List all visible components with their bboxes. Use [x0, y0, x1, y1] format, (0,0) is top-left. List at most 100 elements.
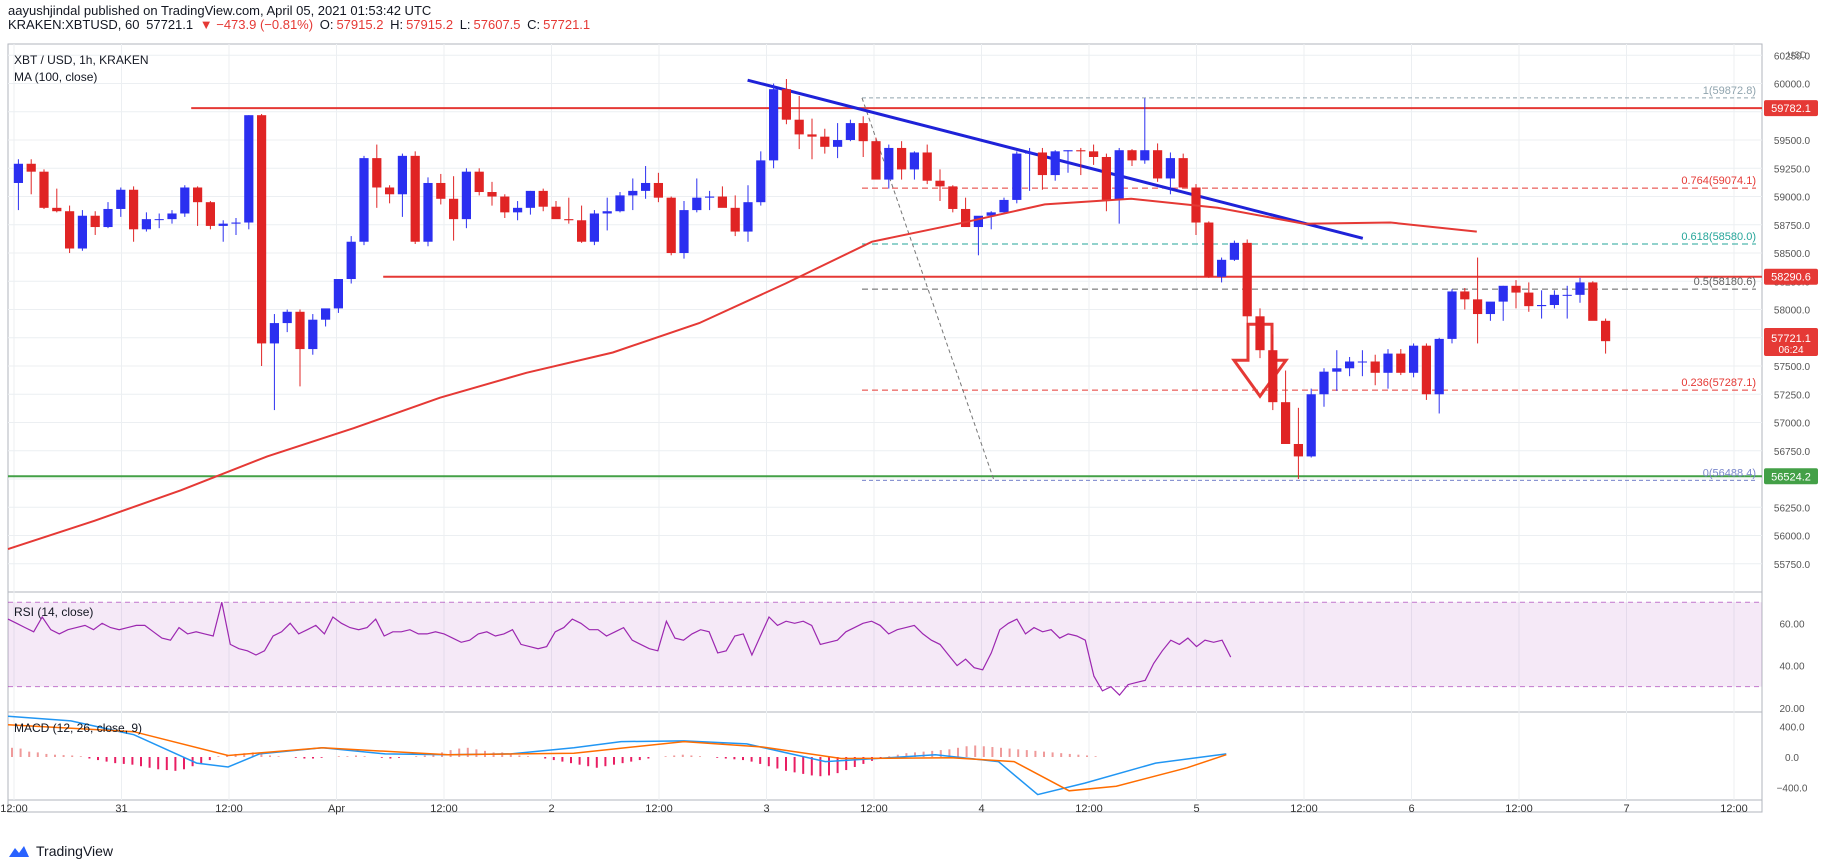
candle[interactable] — [641, 166, 651, 199]
candle[interactable] — [897, 141, 907, 180]
candle[interactable] — [1178, 153, 1188, 188]
candle[interactable] — [1025, 147, 1035, 191]
candle[interactable] — [961, 197, 971, 228]
candle[interactable] — [769, 83, 779, 169]
rsi-line[interactable] — [7, 602, 1232, 696]
candle[interactable] — [1012, 151, 1022, 204]
candle[interactable] — [1306, 388, 1316, 458]
candle[interactable] — [141, 212, 151, 232]
candle[interactable] — [333, 279, 343, 313]
author-name[interactable]: aayushjindal — [8, 3, 81, 18]
candle[interactable] — [321, 308, 331, 327]
candle[interactable] — [244, 115, 254, 230]
candle[interactable] — [1473, 257, 1483, 344]
candle[interactable] — [1383, 349, 1393, 389]
candle[interactable] — [999, 197, 1009, 213]
candle[interactable] — [436, 173, 446, 205]
candle[interactable] — [794, 95, 804, 150]
candle[interactable] — [628, 178, 638, 211]
signal-line[interactable] — [7, 724, 1227, 792]
candle[interactable] — [871, 137, 881, 180]
candle[interactable] — [807, 118, 817, 160]
candle[interactable] — [167, 210, 177, 224]
candle[interactable] — [1063, 150, 1073, 173]
candle[interactable] — [1229, 240, 1239, 261]
candle[interactable] — [730, 195, 740, 237]
candle[interactable] — [1268, 334, 1278, 411]
candle[interactable] — [858, 116, 868, 157]
candle[interactable] — [1101, 153, 1111, 212]
candle[interactable] — [1345, 356, 1355, 377]
candle[interactable] — [487, 181, 497, 206]
candle[interactable] — [461, 168, 471, 229]
ma100-line[interactable] — [7, 197, 1477, 551]
candle[interactable] — [666, 196, 676, 256]
candle[interactable] — [973, 215, 983, 256]
candle[interactable] — [90, 211, 100, 235]
candle[interactable] — [986, 211, 996, 230]
chart-canvas[interactable]: 55750.056000.056250.056500.056750.057000… — [0, 0, 1828, 840]
candle[interactable] — [1460, 288, 1470, 310]
candle[interactable] — [1434, 337, 1444, 414]
candle[interactable] — [180, 185, 190, 217]
candle[interactable] — [1293, 407, 1303, 480]
candle[interactable] — [1191, 184, 1201, 235]
candle[interactable] — [26, 159, 36, 195]
candle[interactable] — [679, 201, 689, 259]
candle[interactable] — [1204, 221, 1214, 278]
candle[interactable] — [1217, 257, 1227, 283]
candle[interactable] — [1511, 280, 1521, 309]
candle[interactable] — [385, 185, 395, 204]
candle[interactable] — [1165, 152, 1175, 195]
candle[interactable] — [1050, 150, 1060, 181]
candle[interactable] — [1114, 147, 1124, 224]
candle[interactable] — [257, 114, 267, 367]
candle[interactable] — [551, 201, 561, 220]
candle[interactable] — [397, 153, 407, 217]
candle[interactable] — [948, 185, 958, 213]
candle[interactable] — [1319, 368, 1329, 407]
candle[interactable] — [282, 309, 292, 333]
candle[interactable] — [525, 190, 535, 215]
candle[interactable] — [781, 79, 791, 125]
candle[interactable] — [205, 201, 215, 230]
candle[interactable] — [1037, 147, 1047, 190]
candle[interactable] — [564, 197, 574, 224]
candle[interactable] — [372, 144, 382, 208]
candle[interactable] — [1562, 285, 1572, 319]
candle[interactable] — [308, 314, 318, 355]
candle[interactable] — [1498, 285, 1508, 321]
candle[interactable] — [13, 159, 23, 211]
candle[interactable] — [1537, 290, 1547, 319]
candle[interactable] — [449, 176, 459, 241]
candle[interactable] — [1153, 143, 1163, 182]
candle[interactable] — [65, 205, 75, 254]
candle[interactable] — [410, 151, 420, 244]
candle[interactable] — [692, 178, 702, 213]
candle[interactable] — [193, 186, 203, 226]
candle[interactable] — [1396, 349, 1406, 376]
candle[interactable] — [1332, 350, 1342, 391]
candle[interactable] — [705, 190, 715, 211]
candle[interactable] — [909, 151, 919, 180]
candle[interactable] — [756, 151, 766, 206]
candle[interactable] — [231, 218, 241, 235]
candle[interactable] — [820, 128, 830, 154]
candle[interactable] — [77, 210, 87, 251]
candle[interactable] — [1089, 144, 1099, 165]
candle[interactable] — [474, 168, 484, 196]
candle[interactable] — [1409, 343, 1419, 378]
candle[interactable] — [615, 192, 625, 213]
candle[interactable] — [833, 123, 843, 159]
candle[interactable] — [1255, 308, 1265, 359]
candle[interactable] — [884, 144, 894, 189]
candle[interactable] — [538, 188, 548, 212]
candle[interactable] — [513, 201, 523, 221]
macd-line[interactable] — [7, 715, 1227, 796]
candle[interactable] — [577, 205, 587, 243]
candle[interactable] — [154, 213, 164, 229]
candle[interactable] — [1370, 354, 1380, 386]
candle[interactable] — [1357, 350, 1367, 377]
candle[interactable] — [423, 177, 433, 247]
candle[interactable] — [52, 188, 62, 213]
